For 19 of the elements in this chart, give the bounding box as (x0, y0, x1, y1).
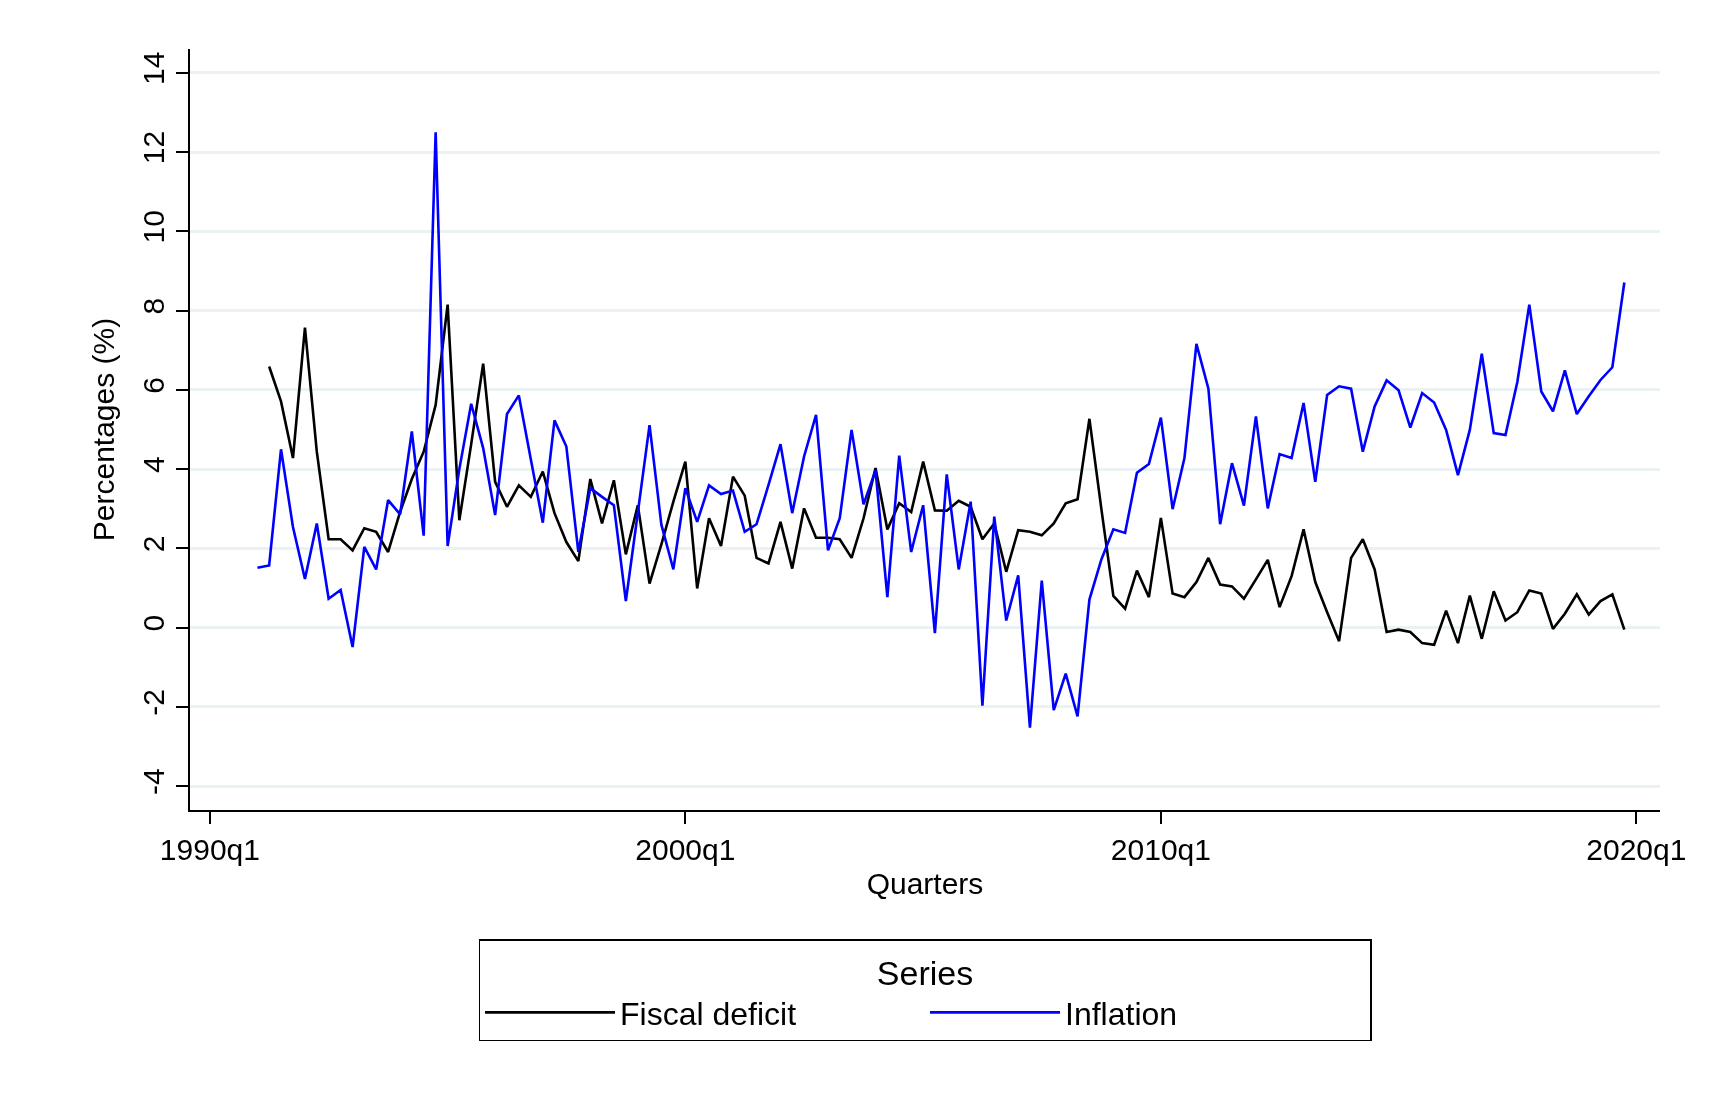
y-axis-title: Percentages (%) (86, 317, 120, 542)
legend-label: Inflation (1065, 995, 1178, 1032)
x-tick-label: 2020q1 (1586, 833, 1687, 866)
y-tick-label: 8 (137, 297, 170, 315)
x-tick-label: 1990q1 (159, 833, 260, 866)
y-tick-label: 6 (137, 377, 170, 394)
x-axis-title: Quarters (866, 867, 984, 900)
y-tick-label: 14 (137, 51, 170, 85)
y-tick-label: -4 (137, 768, 170, 796)
y-tick-label: 10 (137, 210, 170, 244)
y-tick-label: 2 (137, 535, 170, 553)
x-tick-label: 2010q1 (1110, 833, 1211, 866)
y-tick-label: 12 (137, 130, 170, 165)
x-tick-label: 2000q1 (635, 833, 736, 866)
y-tick-label: 4 (137, 456, 170, 473)
y-tick-label: 0 (137, 614, 170, 632)
y-tick-label: -2 (137, 689, 170, 716)
legend-title: Series (876, 954, 974, 993)
legend-label: Fiscal deficit (620, 995, 797, 1032)
